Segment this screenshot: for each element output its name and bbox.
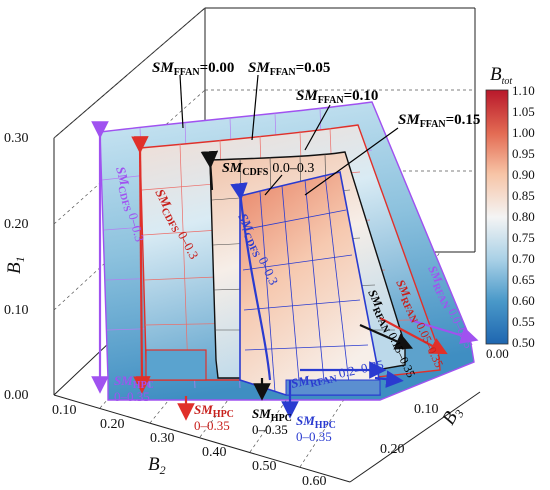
cb-tick-7: 0.75 [512, 230, 535, 245]
y-axis-label: B3 [438, 403, 467, 430]
x-axis-ticks: 0.10 0.20 0.30 0.40 0.50 0.60 [52, 403, 327, 489]
callout-lines [179, 74, 399, 196]
cb-tick-0: 1.10 [512, 83, 535, 98]
y-tick-0: 0.10 [414, 402, 439, 417]
cb-tick-4: 0.90 [512, 167, 535, 182]
x-tick-1: 0.20 [100, 417, 125, 432]
ffan-015-label: SMFFAN=0.15 [398, 112, 480, 130]
surface-ffan-015 [239, 171, 381, 396]
cb-tick-10: 0.60 [512, 293, 535, 308]
hpc-red-label: SMHPC 0–0.35 [194, 402, 234, 433]
svg-text:0–0.35: 0–0.35 [194, 418, 230, 433]
x-axis-label: B2 [148, 454, 166, 477]
ffan-annotations: SMFFAN=0.00 SMFFAN=0.05 SMFFAN=0.10 SMFF… [152, 60, 480, 130]
cb-tick-9: 0.65 [512, 272, 535, 287]
z-tick-0: 0.00 [4, 388, 29, 403]
cdfs-top-label: SMCDFS 0.0–0.3 [222, 161, 314, 178]
cb-tick-6: 0.80 [512, 209, 535, 224]
cb-tick-3: 0.95 [512, 146, 535, 161]
ffan-000-label: SMFFAN=0.00 [152, 60, 234, 78]
cb-tick-2: 1.00 [512, 125, 535, 140]
hpc-purple-label: SMHPC 0–0.35 [114, 373, 154, 404]
cb-bottom-label: 0.00 [486, 346, 509, 361]
x-tick-3: 0.40 [202, 445, 227, 460]
colorbar-title: Btot [490, 64, 512, 87]
z-tick-2: 0.20 [4, 217, 29, 232]
svg-text:SMHPC: SMHPC [114, 373, 154, 391]
svg-text:SMHPC: SMHPC [296, 413, 336, 431]
colorbar: Btot 1.10 1.05 1.00 0.95 0.90 0.85 0.80 … [485, 64, 535, 361]
y-axis-ticks: 0.10 0.20 [380, 402, 439, 457]
y-tick-1: 0.20 [380, 442, 405, 457]
svg-text:0–0.35: 0–0.35 [114, 389, 150, 404]
range-arrows [91, 121, 479, 421]
svg-text:SMHPC: SMHPC [194, 402, 234, 420]
cb-tick-8: 0.70 [512, 251, 535, 266]
hpc-black-label: SMHPC 0–0.35 [252, 406, 292, 437]
svg-text:SMHPC: SMHPC [252, 406, 292, 424]
x-tick-4: 0.50 [252, 459, 277, 474]
ffan-005-label: SMFFAN=0.05 [248, 60, 330, 78]
cb-tick-5: 0.85 [512, 188, 535, 203]
svg-text:0–0.35: 0–0.35 [252, 422, 288, 437]
z-tick-3: 0.30 [4, 131, 29, 146]
cb-tick-11: 0.55 [512, 314, 535, 329]
z-tick-1: 0.10 [4, 303, 29, 318]
z-axis-ticks: 0.00 0.10 0.20 0.30 [4, 131, 29, 403]
x-tick-0: 0.10 [52, 403, 77, 418]
ffan-010-label: SMFFAN=0.10 [296, 88, 378, 106]
x-tick-5: 0.60 [302, 474, 327, 489]
cb-tick-12: 0.50 [512, 335, 535, 350]
x-tick-2: 0.30 [150, 431, 175, 446]
cb-tick-1: 1.05 [512, 104, 535, 119]
svg-text:0–0.35: 0–0.35 [296, 429, 332, 444]
hpc-blue-label: SMHPC 0–0.35 [296, 413, 336, 444]
z-axis-label: B1 [4, 256, 27, 274]
